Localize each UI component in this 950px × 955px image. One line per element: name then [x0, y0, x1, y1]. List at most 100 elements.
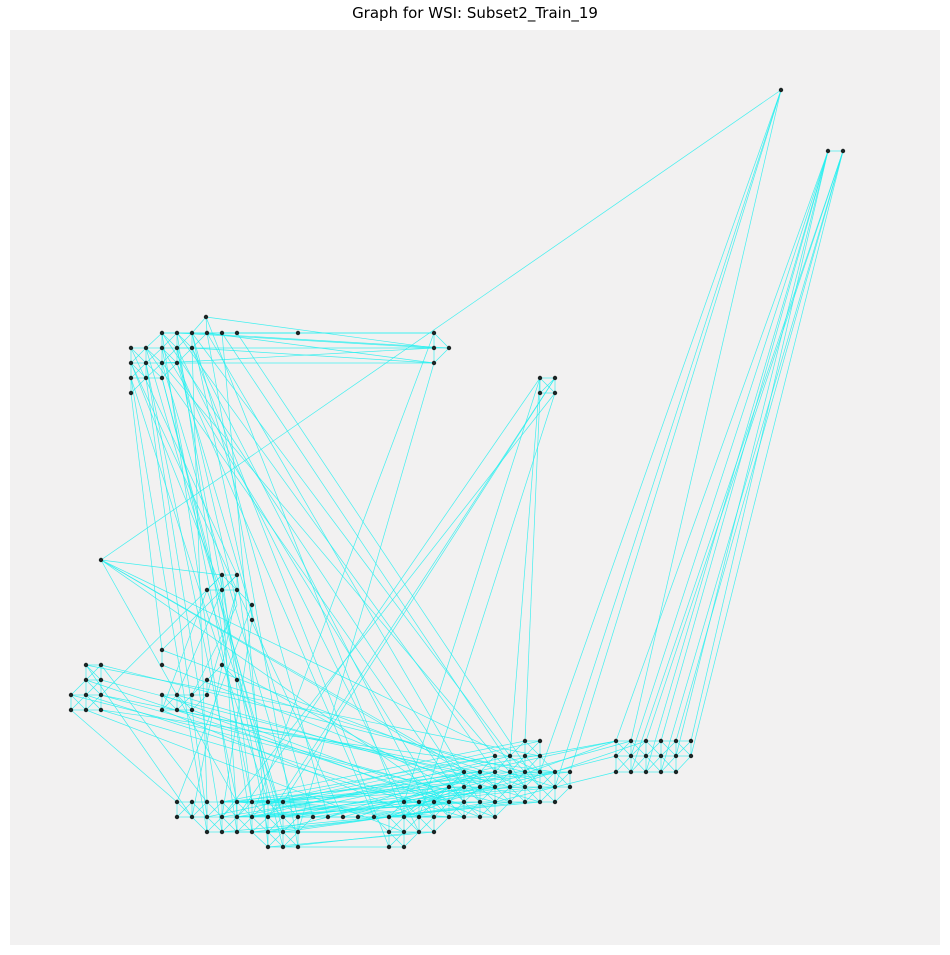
graph-node — [552, 390, 558, 396]
graph-node — [461, 784, 467, 790]
graph-node — [507, 753, 513, 759]
graph-node — [537, 738, 543, 744]
graph-edge — [191, 347, 435, 818]
graph-edge — [145, 332, 163, 349]
graph-node — [159, 662, 165, 668]
graph-edge — [494, 771, 511, 788]
graph-node — [159, 360, 165, 366]
graph-edge — [630, 755, 647, 773]
graph-edge — [630, 740, 647, 757]
graph-node — [431, 345, 437, 351]
graph-edge — [100, 559, 238, 803]
graph-edge — [161, 347, 450, 818]
graph-edge — [85, 664, 541, 757]
graph-edge — [554, 771, 571, 788]
graph-edge — [100, 559, 541, 773]
graph-node — [673, 738, 679, 744]
graph-edge — [205, 316, 208, 334]
graph-node — [219, 814, 225, 820]
graph-edge — [206, 755, 496, 818]
graph-node — [628, 738, 634, 744]
graph-edge — [660, 755, 677, 773]
graph-edge — [388, 831, 405, 848]
graph-node — [325, 814, 331, 820]
graph-edge — [206, 664, 223, 681]
graph-node — [83, 692, 89, 698]
graph-edge — [176, 604, 253, 803]
graph-node — [537, 753, 543, 759]
graph-edge — [524, 786, 541, 803]
graph-node — [567, 769, 573, 775]
graph-edge — [403, 816, 420, 833]
graph-edge — [191, 316, 207, 334]
graph-node — [673, 753, 679, 759]
graph-edge — [176, 332, 193, 349]
graph-edge — [206, 332, 481, 803]
graph-edge — [282, 801, 450, 818]
graph-node — [416, 814, 422, 820]
graph-node — [159, 692, 165, 698]
graph-edge — [282, 377, 556, 803]
graph-node — [477, 799, 483, 805]
graph-node — [204, 799, 210, 805]
graph-edge — [433, 816, 450, 833]
graph-edge — [221, 574, 253, 803]
graph-node — [219, 799, 225, 805]
graph-node — [174, 330, 180, 336]
graph-node — [249, 617, 255, 623]
graph-node — [265, 844, 271, 850]
graph-edge — [267, 377, 556, 818]
graph-edge — [645, 755, 662, 773]
graph-edge — [191, 604, 238, 696]
graph-node — [507, 799, 513, 805]
graph-node — [174, 345, 180, 351]
graph-node — [280, 844, 286, 850]
graph-edge — [267, 831, 435, 848]
graph-edge — [418, 816, 435, 833]
graph-edge — [176, 362, 375, 818]
graph-edge — [251, 801, 420, 818]
graph-edge — [615, 150, 829, 742]
graph-node — [522, 799, 528, 805]
graph-edge — [221, 392, 556, 818]
graph-edge — [463, 740, 632, 788]
graph-edge — [509, 377, 541, 757]
graph-edge — [206, 332, 299, 848]
graph-edge — [85, 664, 193, 818]
graph-node — [204, 692, 210, 698]
graph-node — [98, 662, 104, 668]
graph-node — [658, 753, 664, 759]
graph-node — [128, 375, 134, 381]
graph-edge — [206, 589, 238, 696]
graph-edge — [161, 362, 496, 757]
graph-node — [143, 360, 149, 366]
graph-node — [189, 330, 195, 336]
graph-edge — [539, 377, 556, 394]
graph-node — [567, 784, 573, 790]
graph-edge — [373, 786, 481, 818]
graph-edge — [267, 740, 541, 803]
graph-node — [416, 799, 422, 805]
graph-node — [234, 814, 240, 820]
graph-node — [219, 829, 225, 835]
graph-node — [492, 753, 498, 759]
graph-node — [522, 784, 528, 790]
graph-node — [507, 769, 513, 775]
graph-node — [249, 799, 255, 805]
graph-edge — [509, 786, 526, 803]
graph-node — [159, 375, 165, 381]
graph-edge — [191, 347, 435, 364]
graph-node — [174, 814, 180, 820]
graph-edge — [100, 559, 496, 788]
graph-node — [128, 390, 134, 396]
graph-node — [204, 677, 210, 683]
graph-edge — [100, 694, 435, 788]
graph-edge — [236, 574, 269, 803]
graph-node — [401, 829, 407, 835]
graph-node — [522, 753, 528, 759]
graph-node — [174, 360, 180, 366]
graph-node — [83, 707, 89, 713]
graph-node — [189, 814, 195, 820]
graph-node — [507, 784, 513, 790]
graph-node — [628, 753, 634, 759]
